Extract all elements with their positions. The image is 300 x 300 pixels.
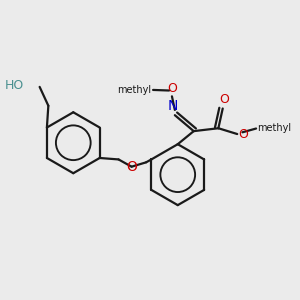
Text: O: O	[239, 128, 249, 140]
Text: methyl: methyl	[118, 85, 152, 95]
Text: methyl: methyl	[257, 123, 292, 133]
Text: O: O	[126, 160, 137, 174]
Text: O: O	[167, 82, 177, 95]
Text: HO: HO	[4, 79, 24, 92]
Text: N: N	[167, 99, 178, 113]
Text: O: O	[219, 93, 229, 106]
